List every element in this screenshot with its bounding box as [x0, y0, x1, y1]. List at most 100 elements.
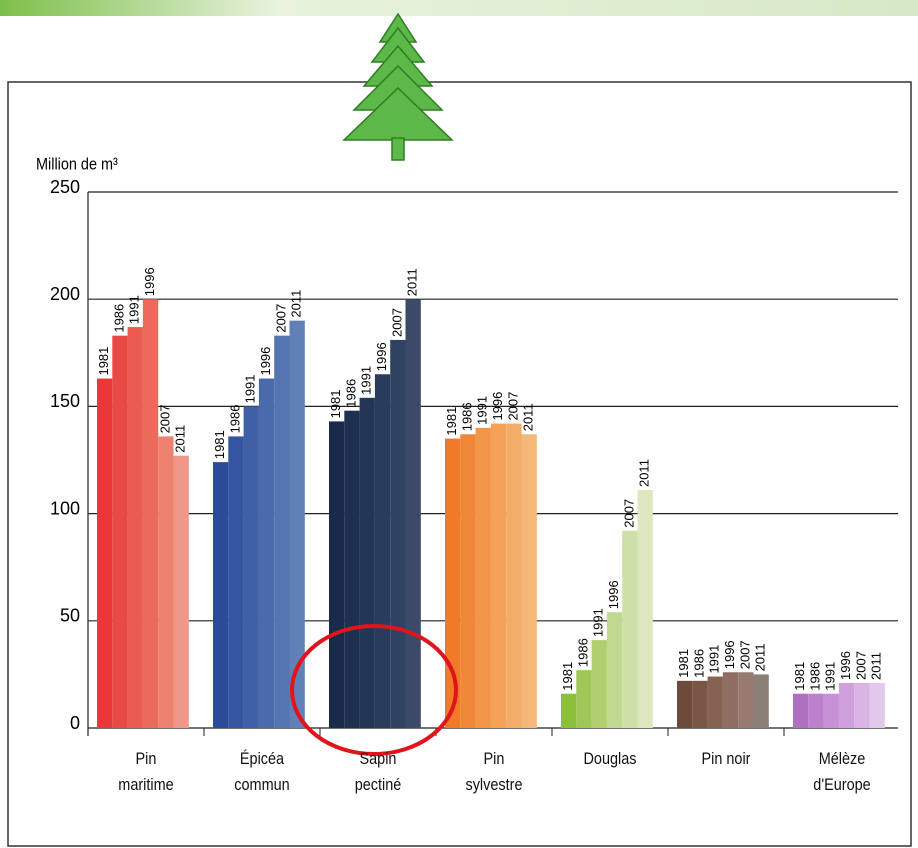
bar [143, 299, 158, 728]
x-tick-label: Pin maritime [97, 746, 196, 798]
bar [738, 672, 753, 728]
bar [808, 694, 823, 728]
x-tick-label: Épicéa commun [213, 746, 312, 798]
bar-year-label: 1986 [575, 638, 590, 667]
bar [692, 681, 707, 728]
bar-year-label: 1991 [591, 608, 606, 637]
bar [445, 439, 460, 728]
bar-year-label: 1991 [475, 396, 490, 425]
bar [561, 694, 576, 728]
bar-year-label: 2011 [637, 459, 652, 487]
bar-year-label: 1996 [606, 580, 621, 609]
y-tick-label: 250 [50, 177, 80, 197]
bar-year-label: 2011 [869, 652, 884, 680]
bar [476, 428, 491, 728]
bar-year-label: 2011 [521, 403, 536, 431]
bar [491, 424, 506, 728]
bar-year-label: 2007 [621, 499, 636, 528]
bar [854, 683, 869, 728]
bar-year-label: 1986 [807, 662, 822, 691]
bar-year-label: 2007 [853, 651, 868, 680]
bar-year-label: 2007 [389, 308, 404, 337]
bar-year-label: 1981 [444, 407, 459, 436]
y-tick-label: 50 [60, 606, 80, 626]
bar-year-label: 1996 [374, 342, 389, 371]
bar [174, 456, 189, 728]
bar [592, 640, 607, 728]
bar-year-label: 2011 [173, 425, 188, 453]
bar [158, 436, 173, 728]
bar [406, 299, 421, 728]
bar-year-label: 1991 [243, 374, 258, 403]
bar [128, 327, 143, 728]
bar-year-label: 1991 [823, 662, 838, 691]
bar-year-label: 1996 [258, 347, 273, 376]
bar [460, 434, 475, 728]
bar-year-label: 2007 [273, 304, 288, 333]
bar [824, 694, 839, 728]
bar [344, 411, 359, 728]
bar-year-label: 2007 [737, 640, 752, 669]
x-tick-label: Mélèze d'Europe [793, 746, 892, 798]
bar [375, 374, 390, 728]
bar-year-label: 2011 [289, 290, 304, 318]
bar-year-label: 1981 [96, 347, 111, 376]
bar-year-label: 1986 [227, 404, 242, 433]
bar [723, 672, 738, 728]
bar [244, 406, 259, 728]
bar [793, 694, 808, 728]
bar [522, 434, 537, 728]
x-tick-label: Pin sylvestre [445, 746, 544, 798]
bar-year-label: 1996 [142, 267, 157, 296]
bar [839, 683, 854, 728]
bar-year-label: 1991 [707, 645, 722, 674]
bar-year-label: 2007 [505, 392, 520, 421]
x-tick-label: Douglas [561, 746, 660, 772]
bar-year-label: 1981 [560, 662, 575, 691]
bar [259, 379, 274, 728]
bar-year-label: 2011 [753, 643, 768, 671]
bar-year-label: 1991 [127, 295, 142, 324]
y-tick-label: 0 [70, 713, 80, 733]
bar [506, 424, 521, 728]
bar-year-label: 1981 [676, 649, 691, 678]
bar-year-label: 1981 [328, 389, 343, 418]
x-tick-label: Sapin pectiné [329, 746, 428, 798]
bar-year-label: 1996 [490, 392, 505, 421]
bar [228, 436, 243, 728]
bar-year-label: 1981 [792, 662, 807, 691]
bar-year-label: 1981 [212, 430, 227, 459]
bar [360, 398, 375, 728]
bar [677, 681, 692, 728]
bar-year-label: 1996 [838, 651, 853, 680]
bar [329, 421, 344, 728]
x-tick-label: Pin noir [677, 746, 776, 772]
bar [708, 677, 723, 728]
bar [213, 462, 228, 728]
bar [97, 379, 112, 728]
bar [576, 670, 591, 728]
bar [607, 612, 622, 728]
bar-year-label: 2011 [405, 268, 420, 296]
bar-year-label: 1986 [111, 304, 126, 333]
bar [112, 336, 127, 728]
y-tick-label: 200 [50, 284, 80, 304]
bar-year-label: 1996 [722, 640, 737, 669]
bar-year-label: 1986 [691, 649, 706, 678]
bar [638, 490, 653, 728]
bar-year-label: 2007 [157, 404, 172, 433]
bar [274, 336, 289, 728]
bar [622, 531, 637, 728]
y-tick-label: 150 [50, 391, 80, 411]
top-band [0, 0, 918, 16]
bar-year-label: 1991 [359, 366, 374, 395]
y-axis-label: Million de m³ [36, 155, 118, 173]
y-tick-label: 100 [50, 498, 80, 518]
bar [754, 674, 769, 728]
bar-year-label: 1986 [459, 402, 474, 431]
bar [390, 340, 405, 728]
bar-year-label: 1986 [343, 379, 358, 408]
bar [870, 683, 885, 728]
